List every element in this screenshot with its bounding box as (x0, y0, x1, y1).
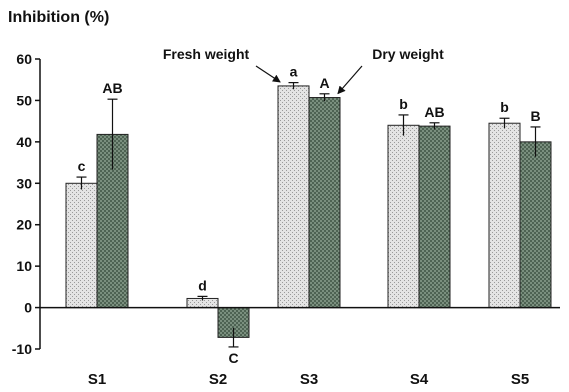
y-tick-label: 10 (16, 258, 32, 274)
bar (277, 85, 310, 309)
significance-label: b (500, 99, 509, 115)
significance-label: AB (102, 80, 122, 96)
significance-label: b (399, 96, 408, 112)
y-tick-label: 60 (16, 51, 32, 67)
annotations: Fresh weight Dry weight (163, 46, 444, 95)
significance-label: c (78, 158, 86, 174)
y-tick-label: 40 (16, 134, 32, 150)
annotation-fresh-weight: Fresh weight (163, 46, 250, 62)
significance-label: a (290, 64, 298, 80)
x-axis: S1 S2 S3 S4 S5 (40, 306, 560, 388)
significance-label: C (228, 350, 238, 366)
bar (387, 124, 420, 309)
significance-label: AB (424, 104, 444, 120)
bar (488, 122, 521, 309)
y-axis: -10 0 10 20 30 40 50 60 (12, 51, 41, 357)
annotation-arrow (255, 65, 281, 83)
x-category-label: S4 (410, 371, 429, 388)
y-tick-label: 0 (24, 300, 32, 316)
x-category-label: S5 (511, 371, 529, 388)
significance-label: d (198, 277, 207, 293)
bar (308, 97, 341, 309)
bars: c d a b b AB C A AB B (65, 64, 552, 366)
significance-label: A (319, 75, 329, 91)
y-tick-label: -10 (12, 341, 32, 357)
y-tick-label: 30 (16, 175, 32, 191)
chart-title: Inhibition (%) (8, 9, 109, 26)
bar (418, 125, 451, 309)
x-category-label: S3 (300, 371, 318, 388)
significance-label: B (530, 108, 540, 124)
x-category-label: S2 (209, 371, 227, 388)
annotation-dry-weight: Dry weight (372, 46, 444, 62)
bar (65, 182, 98, 309)
y-tick-label: 50 (16, 92, 32, 108)
bar (519, 141, 552, 309)
x-category-label: S1 (88, 371, 106, 388)
y-tick-label: 20 (16, 217, 32, 233)
annotation-arrow (337, 65, 363, 95)
